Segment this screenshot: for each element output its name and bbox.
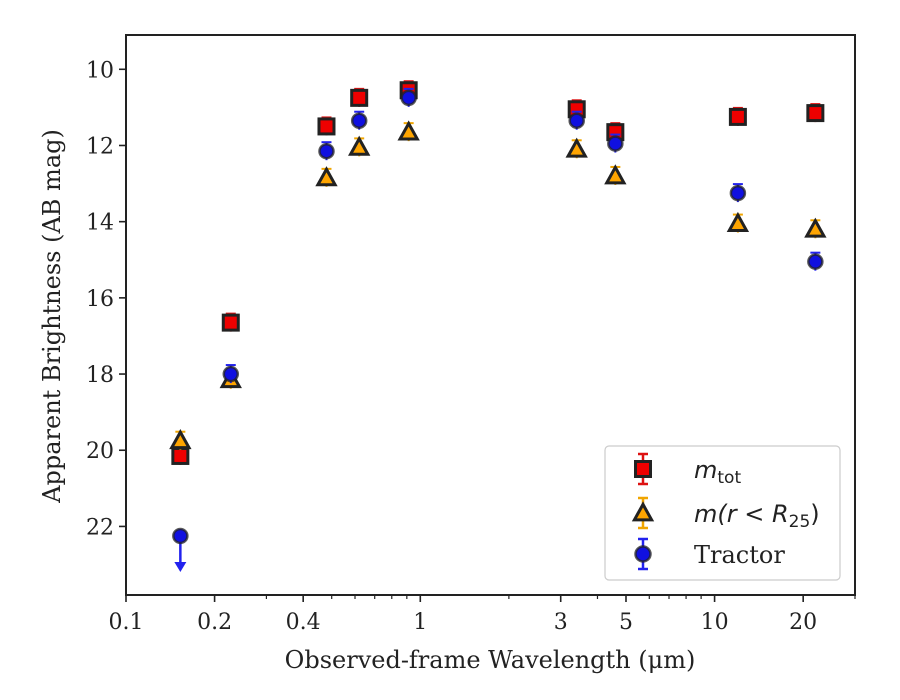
x-tick-label: 20 bbox=[789, 610, 817, 635]
square-point-mtot bbox=[171, 446, 190, 465]
circle-point-tractor bbox=[222, 365, 240, 383]
circle-point-tractor bbox=[318, 142, 335, 160]
x-tick-label: 5 bbox=[619, 610, 633, 635]
triangle-point-mrr25 bbox=[604, 164, 627, 185]
legend-label-mr25: m(r < R25) bbox=[694, 500, 820, 532]
x-tick-label: 0.1 bbox=[109, 610, 144, 635]
square-point-mtot bbox=[221, 313, 240, 332]
triangle-point-mrr25 bbox=[726, 211, 750, 232]
legend-square-marker bbox=[634, 460, 652, 478]
y-axis-label: Apparent Brightness (AB mag) bbox=[38, 129, 66, 504]
circle-point-tractor bbox=[607, 135, 624, 152]
triangle-point-mrr25 bbox=[169, 429, 192, 450]
y-tick-label: 14 bbox=[86, 211, 114, 236]
triangle-point-mrr25 bbox=[348, 135, 371, 156]
x-tick-label: 0.2 bbox=[197, 610, 232, 635]
x-tick-label: 10 bbox=[701, 610, 729, 635]
legend-circle-marker bbox=[634, 545, 652, 563]
y-tick-label: 18 bbox=[86, 363, 114, 388]
y-tick-label: 10 bbox=[86, 58, 114, 83]
circle-point-tractor bbox=[172, 527, 189, 545]
circle-point-tractor bbox=[807, 253, 824, 270]
legend: mtot m(r < R25) Tractor bbox=[604, 445, 841, 581]
triangle-point-mrr25 bbox=[315, 166, 338, 187]
y-tick-label: 20 bbox=[86, 439, 114, 464]
square-point-mtot bbox=[350, 88, 369, 107]
upper-limit-arrowhead bbox=[174, 561, 187, 572]
legend-box bbox=[604, 445, 841, 581]
square-point-mtot bbox=[806, 104, 825, 123]
square-point-mtot bbox=[317, 117, 336, 136]
data-points bbox=[169, 80, 827, 572]
y-tick-label: 22 bbox=[86, 515, 114, 540]
axis-ticks: 0.1 0.2 0.4 1 3 5 10 20 10 12 14 16 18 20 22 bbox=[86, 58, 856, 635]
triangle-point-mrr25 bbox=[397, 120, 420, 141]
y-tick-label: 12 bbox=[86, 134, 114, 159]
circle-point-tractor bbox=[729, 184, 747, 202]
x-tick-label: 0.4 bbox=[286, 610, 321, 635]
legend-triangle-marker bbox=[631, 501, 655, 522]
legend-symbols bbox=[631, 452, 655, 571]
x-axis-label: Observed-frame Wavelength (μm) bbox=[285, 646, 696, 674]
legend-label-mtot: mtot bbox=[694, 456, 741, 488]
triangle-point-mrr25 bbox=[804, 217, 827, 238]
legend-label-tractor: Tractor bbox=[694, 541, 785, 569]
triangle-point-mrr25 bbox=[565, 137, 588, 158]
circle-point-tractor bbox=[400, 89, 417, 107]
square-point-mtot bbox=[728, 107, 747, 126]
circle-point-tractor bbox=[568, 112, 585, 129]
x-tick-label: 3 bbox=[554, 610, 568, 635]
x-tick-label: 1 bbox=[413, 610, 427, 635]
circle-point-tractor bbox=[350, 112, 368, 129]
plot-frame bbox=[125, 34, 856, 596]
y-tick-label: 16 bbox=[86, 287, 114, 312]
